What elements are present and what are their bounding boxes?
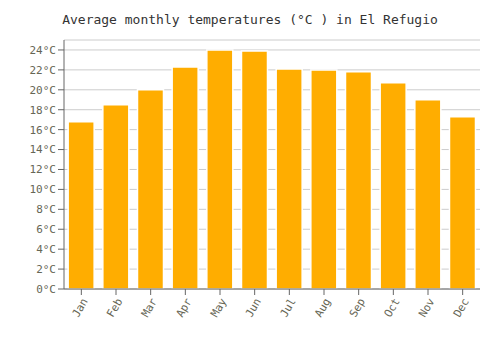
svg-text:Aug: Aug xyxy=(312,296,333,320)
svg-text:12°C: 12°C xyxy=(30,163,57,176)
svg-text:Jan: Jan xyxy=(69,296,90,320)
svg-text:Dec: Dec xyxy=(451,296,472,320)
svg-text:Jul: Jul xyxy=(277,296,298,320)
svg-text:4°C: 4°C xyxy=(36,243,56,256)
svg-text:14°C: 14°C xyxy=(30,143,57,156)
svg-text:2°C: 2°C xyxy=(36,263,56,276)
svg-text:24°C: 24°C xyxy=(30,44,57,57)
svg-text:20°C: 20°C xyxy=(30,84,57,97)
svg-text:Apr: Apr xyxy=(173,296,194,320)
svg-text:Sep: Sep xyxy=(347,296,368,320)
svg-text:Mar: Mar xyxy=(139,296,160,320)
svg-text:16°C: 16°C xyxy=(30,124,57,137)
svg-text:Oct: Oct xyxy=(381,296,402,320)
svg-text:22°C: 22°C xyxy=(30,64,57,77)
svg-text:May: May xyxy=(208,296,229,320)
svg-text:18°C: 18°C xyxy=(30,104,57,117)
svg-text:10°C: 10°C xyxy=(30,183,57,196)
svg-text:Nov: Nov xyxy=(416,296,437,320)
svg-text:Feb: Feb xyxy=(104,296,125,320)
svg-text:6°C: 6°C xyxy=(36,223,56,236)
html-text:Average monthly temperatures (: Average monthly temperatures (°C ) in El… xyxy=(62,12,438,27)
svg-text:0°C: 0°C xyxy=(36,283,56,296)
svg-text:8°C: 8°C xyxy=(36,203,56,216)
svg-text:Jun: Jun xyxy=(243,296,264,320)
